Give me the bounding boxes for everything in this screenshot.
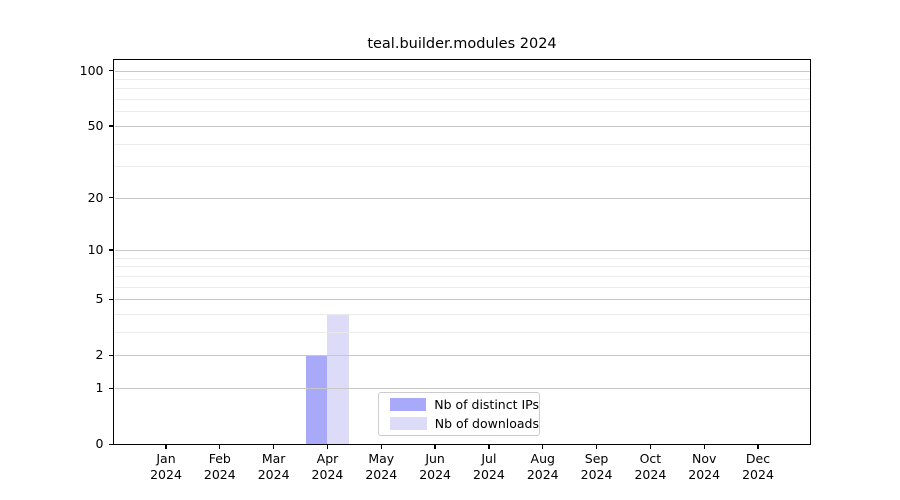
gridline-minor xyxy=(114,166,810,168)
y-tick-label: 100 xyxy=(79,62,104,78)
x-tick-label: Apr 2024 xyxy=(311,451,344,482)
x-tick-label: Aug 2024 xyxy=(526,451,559,482)
x-tick-label: Sep 2024 xyxy=(580,451,613,482)
bar-nb-of-distinct-ips xyxy=(305,355,328,444)
y-tick-mark xyxy=(109,443,114,445)
y-tick-mark xyxy=(109,354,114,357)
x-tick-mark xyxy=(757,444,759,449)
gridline-major xyxy=(114,250,810,252)
legend-item-distinct-ips: Nb of distinct IPs xyxy=(379,397,539,412)
x-tick-label: Nov 2024 xyxy=(688,451,721,482)
y-tick-mark xyxy=(109,387,114,389)
x-tick-mark xyxy=(434,444,436,449)
gridline-major xyxy=(114,388,810,390)
legend: Nb of distinct IPs Nb of downloads xyxy=(378,392,540,436)
gridline-minor xyxy=(114,143,810,145)
y-tick-label: 1 xyxy=(95,380,104,396)
gridline-minor xyxy=(114,275,810,277)
gridline-minor xyxy=(114,286,810,288)
y-tick-label: 2 xyxy=(95,347,104,363)
gridline-minor xyxy=(114,313,810,315)
gridline-minor xyxy=(114,257,810,259)
gridline-major xyxy=(114,299,810,301)
x-tick-label: Mar 2024 xyxy=(257,451,290,482)
y-tick-label: 50 xyxy=(87,117,104,133)
legend-label-downloads: Nb of downloads xyxy=(434,416,539,431)
gridline-major xyxy=(114,125,810,127)
x-tick-mark xyxy=(165,444,167,449)
y-tick-label: 20 xyxy=(87,189,104,205)
y-tick-mark xyxy=(109,298,114,300)
y-tick-mark xyxy=(109,69,114,72)
x-tick-label: Jun 2024 xyxy=(419,451,451,482)
gridline-minor xyxy=(114,266,810,268)
x-tick-label: Oct 2024 xyxy=(634,451,667,482)
legend-swatch-distinct-ips xyxy=(390,398,427,411)
y-tick-label: 10 xyxy=(87,242,104,258)
x-tick-label: Feb 2024 xyxy=(203,451,236,482)
x-tick-label: May 2024 xyxy=(365,451,398,482)
x-tick-label: Dec 2024 xyxy=(742,451,774,482)
y-tick-label: 5 xyxy=(95,291,104,307)
x-tick-mark xyxy=(595,444,598,449)
gridline-minor xyxy=(114,332,810,334)
bar-nb-of-downloads xyxy=(327,313,350,444)
gridline-minor xyxy=(114,88,810,90)
x-tick-mark xyxy=(488,444,490,449)
x-tick-mark xyxy=(542,444,544,449)
x-tick-mark xyxy=(326,444,329,449)
legend-label-distinct-ips: Nb of distinct IPs xyxy=(434,397,539,412)
legend-item-downloads: Nb of downloads xyxy=(379,416,539,431)
gridline-minor xyxy=(114,78,810,80)
x-tick-mark xyxy=(219,444,221,449)
y-tick-label: 0 xyxy=(95,436,104,452)
gridline-major xyxy=(114,355,810,357)
x-tick-mark xyxy=(649,444,652,449)
x-tick-label: Jan 2024 xyxy=(150,451,182,482)
x-tick-mark xyxy=(272,444,275,449)
y-tick-mark xyxy=(109,197,114,199)
x-tick-mark xyxy=(703,444,705,449)
x-tick-mark xyxy=(380,444,382,449)
x-tick-label: Jul 2024 xyxy=(473,451,505,482)
y-tick-mark xyxy=(109,249,114,251)
gridline-minor xyxy=(114,99,810,101)
legend-swatch-downloads xyxy=(390,417,427,430)
gridline-minor xyxy=(114,111,810,113)
y-tick-mark xyxy=(109,125,114,127)
gridline-major xyxy=(114,197,810,199)
chart-title: teal.builder.modules 2024 xyxy=(367,36,557,52)
gridline-major xyxy=(114,70,810,72)
